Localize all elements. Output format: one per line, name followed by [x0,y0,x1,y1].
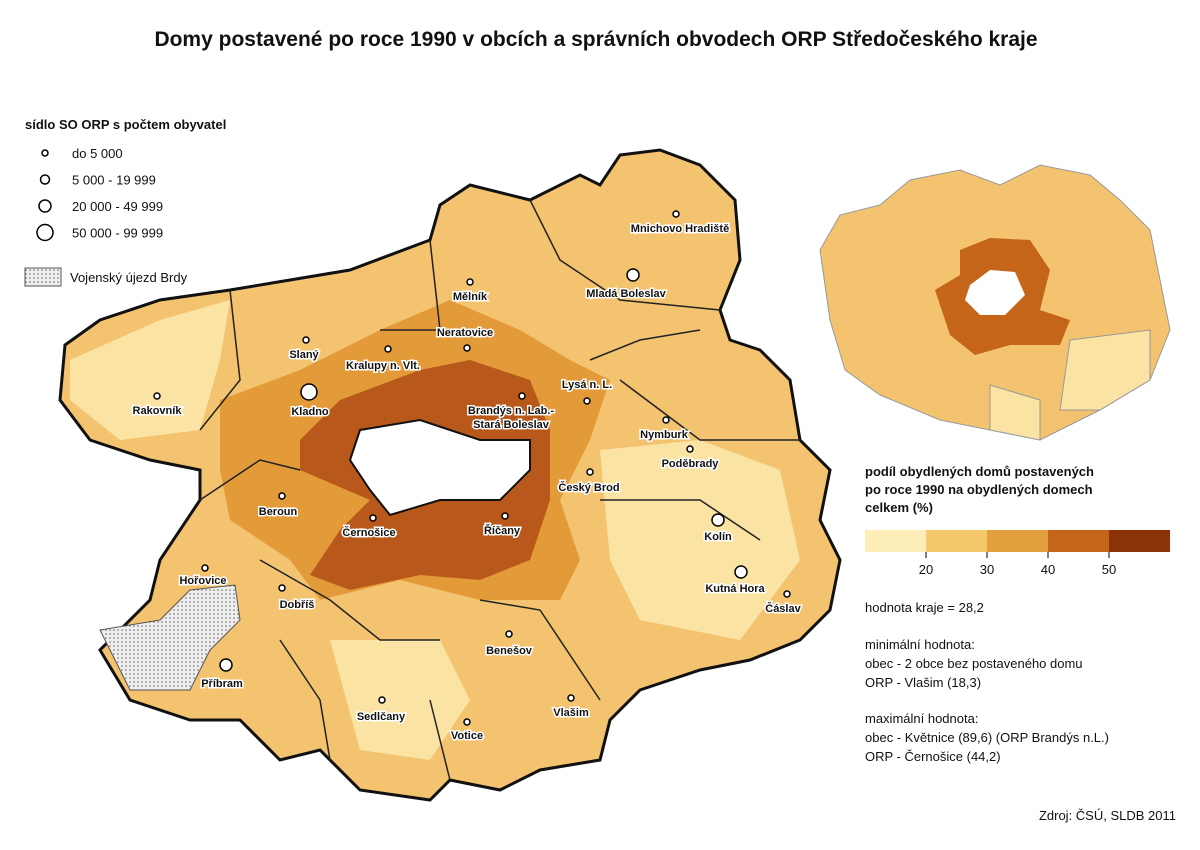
notes: hodnota kraje = 28,2 minimální hodnota: ob… [865,600,1109,764]
size-legend-title: sídlo SO ORP s počtem obyvatel [25,117,226,132]
city-symbol [586,468,594,476]
city-symbol [783,590,791,598]
city-label: Beroun [259,506,298,518]
size-label: 50 000 - 99 999 [72,226,163,241]
city-symbol [278,492,286,500]
size-symbol [36,223,54,242]
note: minimální hodnota: [865,637,975,652]
brdy-swatch [24,267,62,287]
tick-label: 50 [1102,562,1116,577]
city-label: Vlašim [553,707,589,719]
color-swatch [865,530,926,552]
city-label: Rakovník [133,405,183,417]
city-symbol [505,630,513,638]
note: obec - Květnice (89,6) (ORP Brandýs n.L.… [865,730,1109,745]
city-label: Benešov [486,645,533,657]
city-symbol [300,383,318,401]
color-swatch [926,530,987,552]
city-symbol [153,392,161,400]
city-symbol [672,210,680,218]
note: ORP - Černošice (44,2) [865,749,1001,764]
city-label: Votice [451,730,483,742]
size-symbol [39,174,51,185]
color-legend-title: celkem (%) [865,500,933,515]
size-label: do 5 000 [72,146,123,161]
city-label: Dobříš [280,599,315,611]
title: Domy postavené po roce 1990 v obcích a s… [154,28,1037,51]
color-legend: podíl obydlených domů postavených po roce… [865,464,1170,577]
city-symbol [201,564,209,572]
city-label: Neratovice [437,327,493,339]
city-label: Slaný [289,349,319,361]
city-label: Nymburk [640,429,689,441]
city-label: Stará Boleslav [473,419,550,431]
size-symbol [38,199,52,213]
city-symbol [219,658,233,672]
city-symbol [518,392,526,400]
city-symbol [583,397,591,405]
city-symbol [463,344,471,352]
city-label: Český Brod [558,481,619,494]
city-label: Říčany [484,524,521,537]
note: obec - 2 obce bez postaveného domu [865,656,1083,671]
city-label: Kolín [704,531,732,543]
color-swatch [1048,530,1109,552]
city-symbol [734,565,748,579]
city-symbol [378,696,386,704]
city-label: Brandýs n. Lab.- [468,405,555,417]
note: hodnota kraje = 28,2 [865,600,984,615]
size-symbol [41,149,49,157]
size-legend: do 5 000 5 000 - 19 999 20 000 - 49 999 50 … [36,146,163,242]
city-symbol [369,514,377,522]
city-label: Kladno [291,406,329,418]
city-label: Mělník [453,291,488,303]
tick-label: 20 [919,562,933,577]
city-label: Příbram [201,678,243,690]
color-swatch [987,530,1048,552]
brdy-label: Vojenský újezd Brdy [70,270,188,285]
source: Zdroj: ČSÚ, SLDB 2011 [1039,808,1176,823]
city-layer: Mnichovo Hradiště Mělník Mladá Boleslav Ner… [131,210,803,744]
tick-label: 30 [980,562,994,577]
city-symbol [567,694,575,702]
city-label: Poděbrady [662,458,720,470]
color-legend-title: po roce 1990 na obydlených domech [865,482,1093,497]
size-label: 5 000 - 19 999 [72,173,156,188]
city-label: Lysá n. L. [562,379,612,391]
city-symbol [501,512,509,520]
mini-map [819,164,1171,441]
city-label: Kralupy n. Vlt. [346,360,420,372]
city-label: Mnichovo Hradiště [631,223,729,235]
note: maximální hodnota: [865,711,978,726]
main-map [58,148,842,802]
city-label: Černošice [342,526,395,539]
tick-label: 40 [1041,562,1055,577]
city-label: Kutná Hora [705,583,765,595]
city-symbol [384,345,392,353]
city-symbol [711,513,725,527]
city-symbol [466,278,474,286]
city-label: Mladá Boleslav [586,288,666,300]
city-symbol [302,336,310,344]
city-label: Sedlčany [357,711,406,723]
color-legend-title: podíl obydlených domů postavených [865,464,1094,479]
city-label: Čáslav [765,602,801,615]
note: ORP - Vlašim (18,3) [865,675,981,690]
city-symbol [686,445,694,453]
city-symbol [662,416,670,424]
size-label: 20 000 - 49 999 [72,199,163,214]
city-symbol [626,268,640,282]
city-label: Hořovice [179,575,226,587]
color-swatch [1109,530,1170,552]
city-symbol [463,718,471,726]
city-symbol [278,584,286,592]
